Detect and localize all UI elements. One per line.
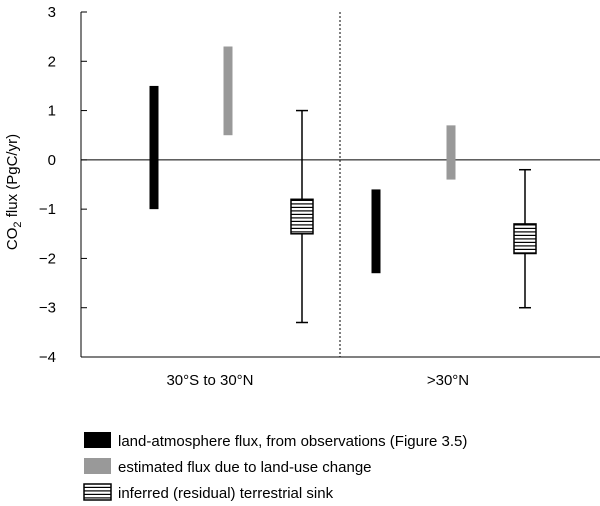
y-tick-label: 0 bbox=[48, 152, 56, 169]
y-tick-label: −3 bbox=[39, 300, 56, 317]
axis-labels: 3 2 1 0 −1 −2 −3 −4 30°S to 30°N >30°N bbox=[39, 4, 469, 389]
observed-flux-bar bbox=[149, 85, 159, 210]
legend-swatch bbox=[83, 483, 112, 501]
observed-flux-bar bbox=[371, 189, 381, 274]
plot-marks bbox=[149, 46, 537, 324]
y-tick-label: −2 bbox=[39, 250, 56, 267]
residual-sink-box bbox=[513, 223, 537, 255]
y-tick-label: 1 bbox=[48, 103, 56, 120]
land-use-flux-bar bbox=[223, 46, 233, 136]
residual-sink-box bbox=[290, 198, 314, 235]
plot-frame bbox=[80, 11, 600, 358]
legend-label: inferred (residual) terrestrial sink bbox=[118, 485, 334, 502]
y-tick-label: −1 bbox=[39, 201, 56, 218]
y-tick-label: 2 bbox=[48, 53, 56, 70]
x-category-label: >30°N bbox=[427, 372, 469, 389]
legend-label: land-atmosphere flux, from observations … bbox=[118, 433, 467, 450]
legend: land-atmosphere flux, from observations … bbox=[83, 432, 467, 502]
legend-swatch bbox=[84, 458, 111, 474]
legend-label: estimated flux due to land-use change bbox=[118, 459, 372, 476]
y-tick-label: 3 bbox=[48, 4, 56, 21]
y-axis-label: CO2 flux (PgC/yr) bbox=[4, 134, 24, 250]
x-category-label: 30°S to 30°N bbox=[166, 372, 253, 389]
legend-swatch bbox=[84, 432, 111, 448]
land-use-flux-bar bbox=[446, 125, 456, 180]
y-tick-label: −4 bbox=[39, 349, 56, 366]
